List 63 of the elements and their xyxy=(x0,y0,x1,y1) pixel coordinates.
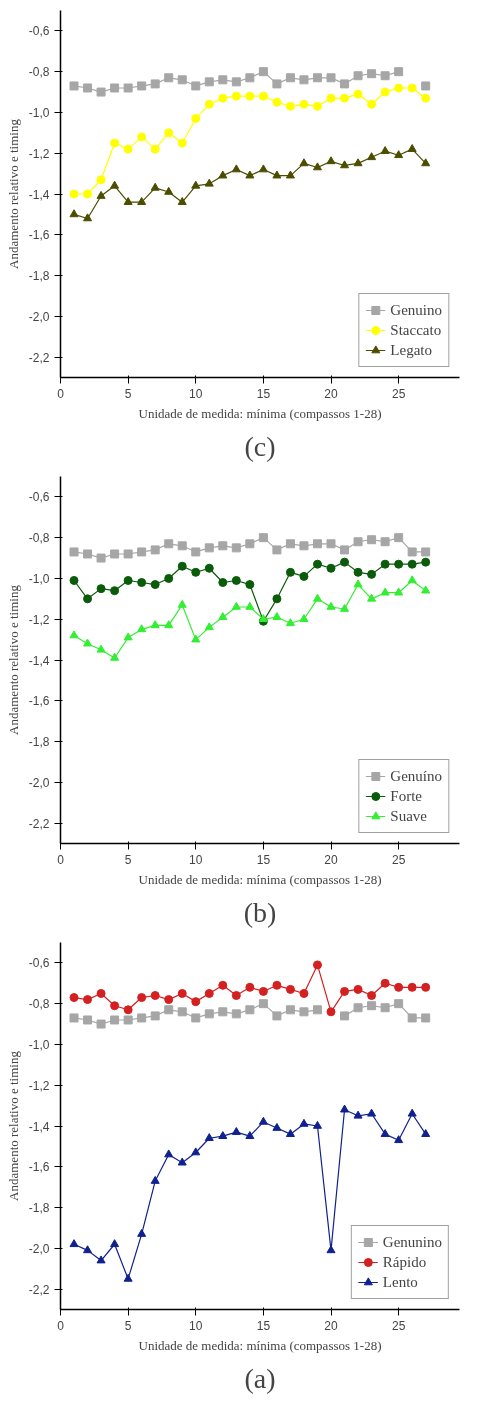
y-axis-title: Andamento relativo e timing xyxy=(5,118,21,269)
x-tick-label: 20 xyxy=(324,1318,339,1333)
x-tick-label: 5 xyxy=(124,1318,132,1333)
y-tick-label: -1,2 xyxy=(28,612,50,627)
legend-label: Staccato xyxy=(390,321,442,339)
x-axis-title: Unidade de medida: mínima (compassos 1-28) xyxy=(138,405,382,421)
x-tick-label: 0 xyxy=(57,852,65,867)
y-tick-label: -1,0 xyxy=(28,105,50,120)
y-tick-label: -1,2 xyxy=(28,1078,50,1093)
y-tick-label: -1,8 xyxy=(28,269,50,284)
y-tick-label: -0,6 xyxy=(28,490,50,505)
x-tick-label: 5 xyxy=(124,852,132,867)
x-tick-label: 15 xyxy=(256,852,271,867)
y-tick-label: -0,6 xyxy=(28,956,50,971)
text: (a) xyxy=(244,1362,276,1394)
y-tick-label: -1,6 xyxy=(28,1160,50,1175)
y-tick-label: -1,0 xyxy=(28,571,50,586)
y-tick-label: -1,8 xyxy=(28,1201,50,1216)
y-tick-label: -1,6 xyxy=(28,228,50,243)
x-tick-label: 5 xyxy=(124,386,132,401)
y-tick-label: -0,8 xyxy=(28,65,50,80)
y-tick-label: -1,4 xyxy=(28,187,50,202)
legend-label: Rápido xyxy=(382,1253,427,1271)
x-tick-label: 0 xyxy=(57,1318,65,1333)
x-axis-title: Unidade de medida: mínima (compassos 1-28) xyxy=(138,1337,382,1353)
y-axis-title: Andamento relativo e timing xyxy=(5,1050,21,1201)
y-axis-title: Andamento relativo e timing xyxy=(5,584,21,735)
x-tick-label: 0 xyxy=(57,386,65,401)
legend-label: Suave xyxy=(390,807,427,825)
x-tick-label: 20 xyxy=(324,852,339,867)
x-tick-label: 10 xyxy=(189,852,203,867)
x-axis-title: Unidade de medida: mínima (compassos 1-28) xyxy=(138,871,382,887)
legend-label: Genunino xyxy=(382,1233,442,1251)
text: (c) xyxy=(244,430,276,462)
y-tick-label: -1,2 xyxy=(28,146,50,161)
x-tick-label: 15 xyxy=(256,1318,271,1333)
y-tick-label: -1,8 xyxy=(28,735,50,750)
x-tick-label: 20 xyxy=(324,386,339,401)
legend-label: Genuíno xyxy=(390,767,442,785)
y-tick-label: -1,0 xyxy=(28,1037,50,1052)
x-tick-label: 15 xyxy=(256,386,271,401)
y-tick-label: -0,6 xyxy=(28,24,50,39)
y-tick-label: -0,8 xyxy=(28,531,50,546)
text: (b) xyxy=(243,896,277,928)
y-tick-label: -2,0 xyxy=(28,1241,50,1256)
x-tick-label: 25 xyxy=(391,852,406,867)
legend-label: Legato xyxy=(390,341,432,359)
legend-label: Forte xyxy=(390,787,422,805)
y-tick-label: -1,4 xyxy=(28,653,50,668)
y-tick-label: -1,4 xyxy=(28,1119,50,1134)
y-tick-label: -2,2 xyxy=(28,816,50,831)
y-tick-label: -2,2 xyxy=(28,1282,50,1297)
x-tick-label: 25 xyxy=(391,1318,406,1333)
y-tick-label: -2,0 xyxy=(28,309,50,324)
legend-label: Lento xyxy=(382,1273,418,1291)
y-tick-label: -2,2 xyxy=(28,350,50,365)
y-tick-label: -0,8 xyxy=(28,997,50,1012)
y-tick-label: -2,0 xyxy=(28,775,50,790)
x-tick-label: 10 xyxy=(189,1318,203,1333)
legend-label: Genuino xyxy=(390,301,442,319)
x-tick-label: 25 xyxy=(391,386,406,401)
y-tick-label: -1,6 xyxy=(28,694,50,709)
x-tick-label: 10 xyxy=(189,386,203,401)
